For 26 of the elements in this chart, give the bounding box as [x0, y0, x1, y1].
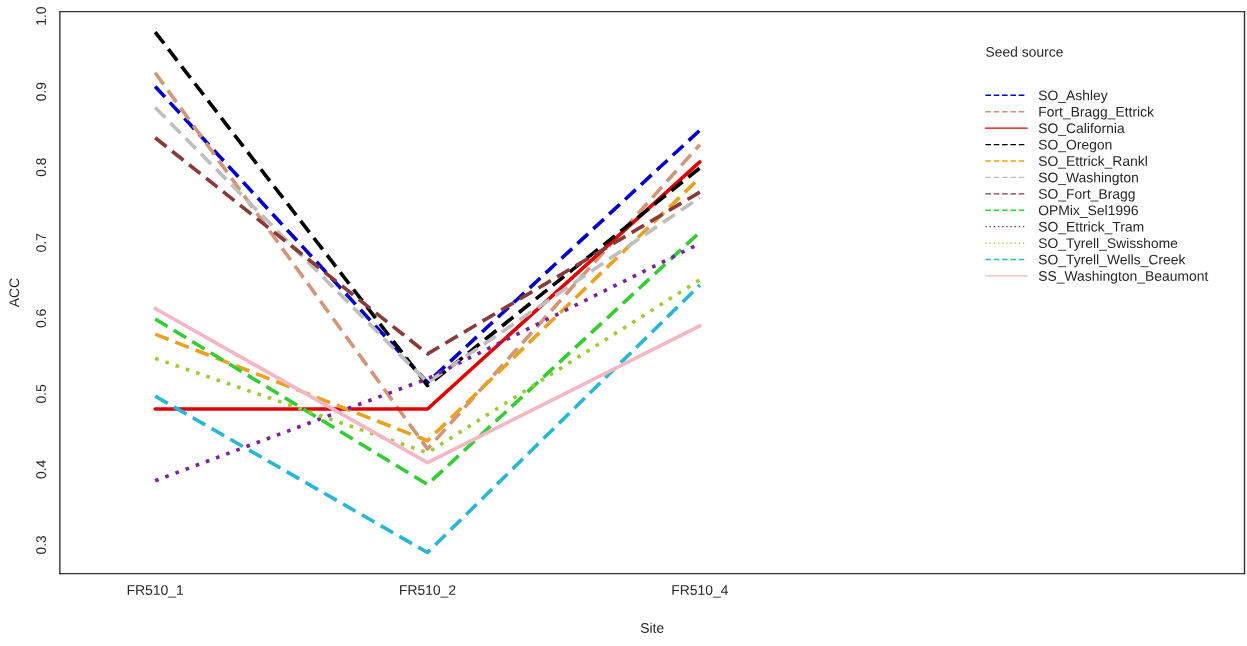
legend-label: SO_Ettrick_Rankl — [1038, 155, 1147, 169]
legend-label: SO_Washington — [1038, 172, 1138, 186]
x-tick-label: FR510_1 — [127, 585, 184, 598]
legend-label: SO_California — [1038, 122, 1125, 136]
legend-title: Seed source — [986, 46, 1063, 57]
legend-label: SO_Fort_Bragg — [1038, 188, 1135, 202]
x-axis-title: Site — [640, 622, 664, 633]
legend-label: SO_Ettrick_Tram — [1038, 221, 1144, 235]
legend-label: SO_Tyrell_Wells_Creek — [1038, 254, 1186, 268]
legend-label: SS_Washington_Beaumont — [1038, 270, 1209, 284]
legend-label: SO_Ashley — [1038, 90, 1108, 104]
y-tick-label: 0.6 — [36, 309, 46, 328]
x-tick-label: FR510_2 — [400, 585, 456, 598]
y-tick-label: 0.7 — [36, 233, 46, 252]
y-tick-label: 0.3 — [36, 535, 46, 555]
y-tick-label: 0.4 — [36, 460, 46, 479]
y-tick-label: 1.0 — [36, 7, 46, 25]
x-tick-label: FR510_4 — [672, 585, 728, 598]
legend-label: OPMix_Sel1996 — [1038, 205, 1138, 218]
y-tick-label: 0.5 — [36, 384, 46, 403]
y-axis-title: ACC — [9, 278, 20, 308]
legend-label: Fort_Bragg_Ettrick — [1039, 106, 1155, 120]
y-tick-label: 0.8 — [36, 158, 46, 177]
legend-label: SO_Tyrell_Swisshome — [1038, 237, 1178, 251]
y-tick-label: 0.9 — [36, 82, 46, 101]
legend-label: SO_Oregon — [1038, 139, 1112, 153]
